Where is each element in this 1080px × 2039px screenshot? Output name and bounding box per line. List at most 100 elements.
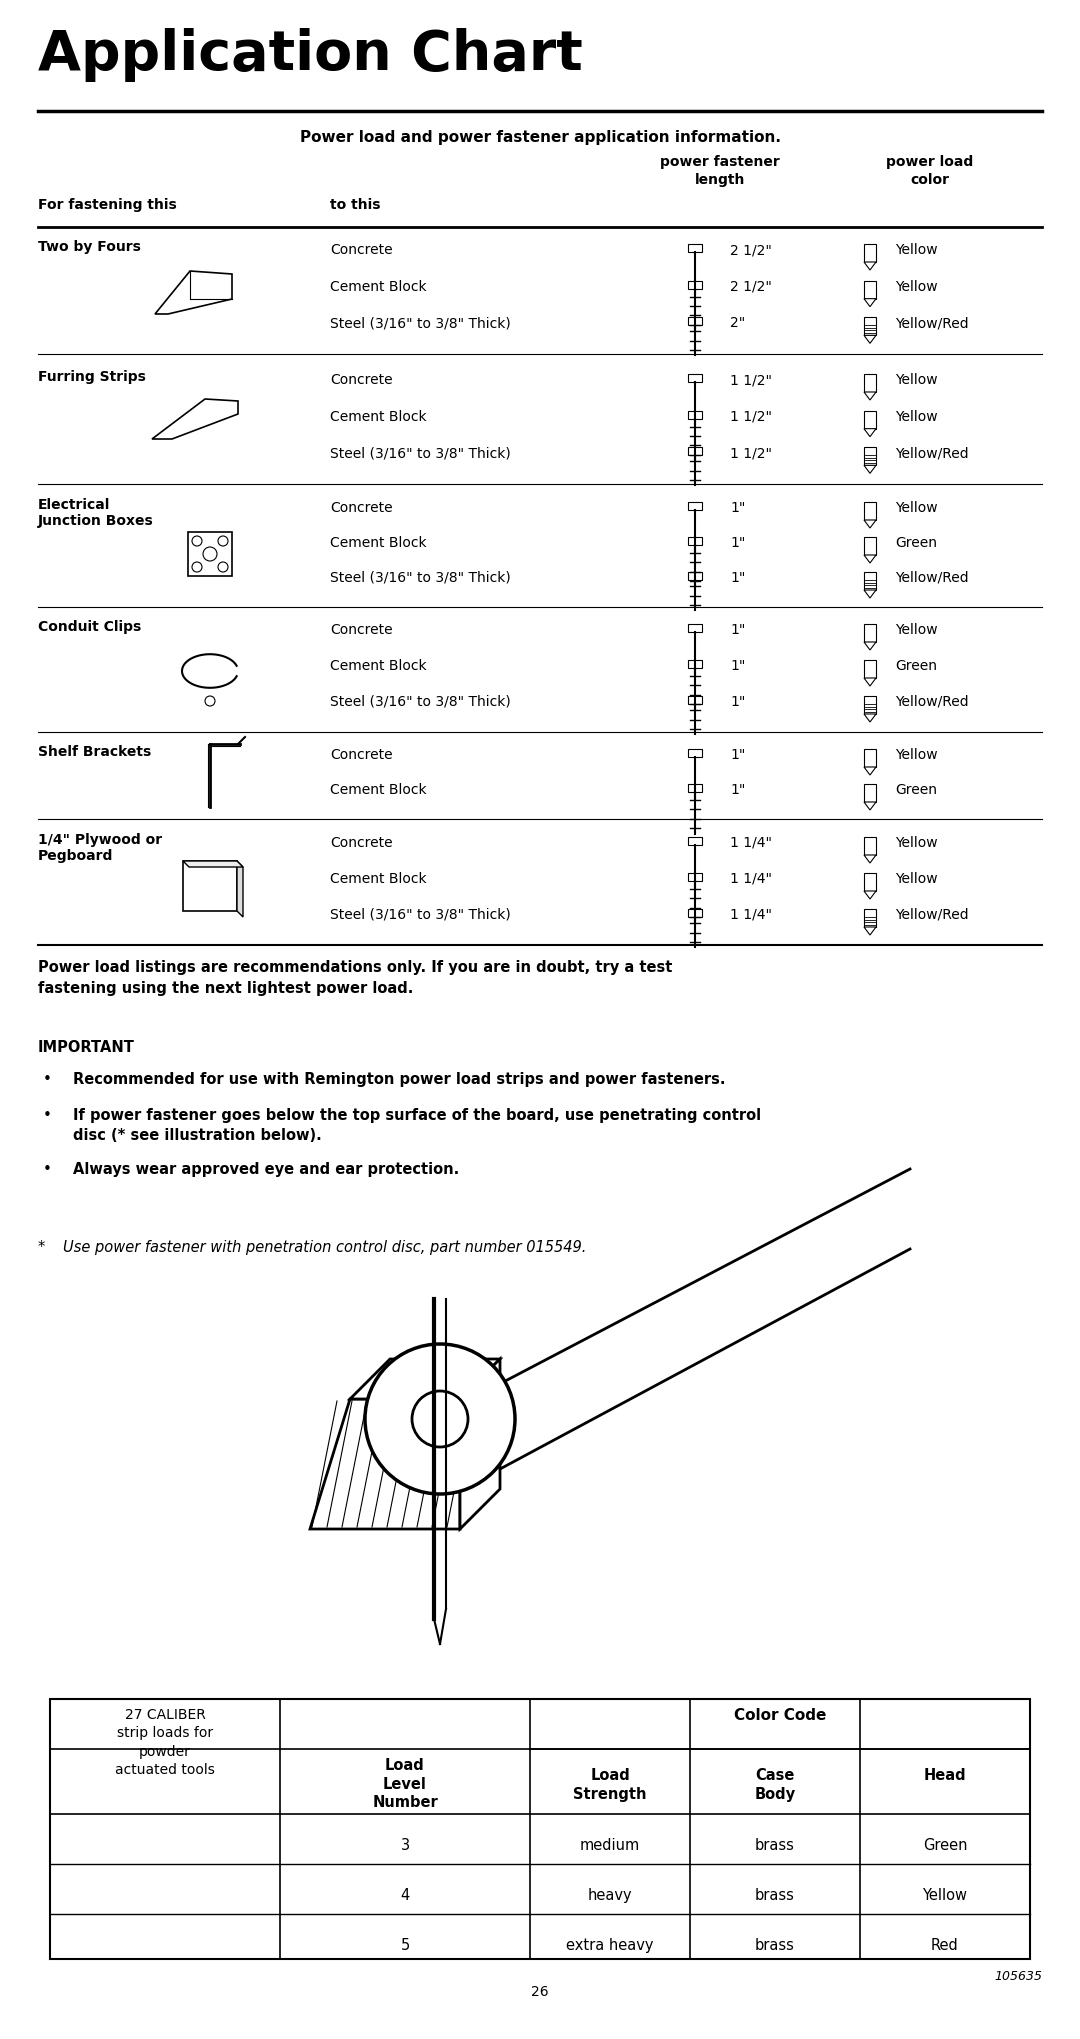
Text: Use power fastener with penetration control disc, part number 015549.: Use power fastener with penetration cont…	[63, 1240, 586, 1254]
Bar	[864, 624, 876, 642]
Text: Cement Block: Cement Block	[330, 410, 427, 424]
Bar	[864, 504, 876, 520]
Text: 1": 1"	[730, 536, 745, 551]
Polygon shape	[864, 300, 876, 308]
Polygon shape	[864, 591, 876, 599]
Text: 1 1/4": 1 1/4"	[730, 871, 772, 885]
Polygon shape	[864, 520, 876, 528]
Text: Two by Fours: Two by Fours	[38, 241, 140, 255]
Bar	[688, 909, 702, 918]
Text: Yellow: Yellow	[895, 502, 937, 514]
Text: Steel (3/16" to 3/8" Thick): Steel (3/16" to 3/8" Thick)	[330, 695, 511, 710]
Circle shape	[203, 548, 217, 561]
Bar	[688, 697, 702, 705]
Text: Concrete: Concrete	[330, 502, 393, 514]
Text: Always wear approved eye and ear protection.: Always wear approved eye and ear protect…	[73, 1162, 459, 1177]
Text: Cement Block: Cement Block	[330, 783, 427, 797]
Circle shape	[411, 1391, 468, 1448]
Text: Yellow: Yellow	[895, 243, 937, 257]
Polygon shape	[864, 642, 876, 650]
Polygon shape	[864, 679, 876, 687]
Bar	[688, 785, 702, 793]
Text: 1": 1"	[730, 571, 745, 585]
Text: Steel (3/16" to 3/8" Thick): Steel (3/16" to 3/8" Thick)	[330, 447, 511, 461]
Circle shape	[192, 563, 202, 573]
Text: power fastener
length: power fastener length	[660, 155, 780, 188]
Text: Steel (3/16" to 3/8" Thick): Steel (3/16" to 3/8" Thick)	[330, 316, 511, 330]
Text: Concrete: Concrete	[330, 373, 393, 387]
Bar	[688, 318, 702, 326]
Text: Yellow/Red: Yellow/Red	[895, 695, 969, 710]
Text: to this: to this	[330, 198, 380, 212]
Text: Yellow: Yellow	[895, 871, 937, 885]
Bar	[864, 873, 876, 891]
Text: •: •	[43, 1107, 52, 1121]
Text: medium: medium	[580, 1837, 640, 1851]
Text: Load
Strength: Load Strength	[573, 1768, 647, 1800]
Bar	[688, 873, 702, 881]
Polygon shape	[864, 856, 876, 865]
Bar	[864, 318, 876, 336]
Text: 26: 26	[531, 1984, 549, 1998]
Bar	[50, 1698, 1030, 1959]
Text: Yellow/Red: Yellow/Red	[895, 447, 969, 461]
Polygon shape	[864, 714, 876, 722]
Circle shape	[218, 536, 228, 546]
Text: 1": 1"	[730, 502, 745, 514]
Text: Recommended for use with Remington power load strips and power fasteners.: Recommended for use with Remington power…	[73, 1070, 726, 1087]
Text: Yellow/Red: Yellow/Red	[895, 316, 969, 330]
Text: *: *	[38, 1240, 45, 1254]
Circle shape	[218, 563, 228, 573]
Circle shape	[192, 536, 202, 546]
Bar	[688, 538, 702, 546]
Text: Cement Block: Cement Block	[330, 659, 427, 673]
Bar	[864, 573, 876, 591]
Text: If power fastener goes below the top surface of the board, use penetrating contr: If power fastener goes below the top sur…	[73, 1107, 761, 1142]
Text: heavy: heavy	[588, 1886, 632, 1902]
Text: For fastening this: For fastening this	[38, 198, 177, 212]
Text: Yellow: Yellow	[895, 622, 937, 636]
Text: 1": 1"	[730, 748, 745, 763]
Bar	[688, 624, 702, 632]
Text: 4: 4	[401, 1886, 409, 1902]
Bar	[688, 281, 702, 290]
Text: 105635: 105635	[994, 1970, 1042, 1982]
Text: IMPORTANT: IMPORTANT	[38, 1040, 135, 1054]
Text: Steel (3/16" to 3/8" Thick): Steel (3/16" to 3/8" Thick)	[330, 571, 511, 585]
Bar	[864, 245, 876, 263]
Text: Green: Green	[895, 659, 937, 673]
Bar	[864, 449, 876, 467]
Polygon shape	[237, 862, 243, 918]
Polygon shape	[350, 1360, 500, 1399]
Polygon shape	[864, 467, 876, 475]
Text: 1 1/2": 1 1/2"	[730, 373, 772, 387]
Text: 2 1/2": 2 1/2"	[730, 243, 772, 257]
Polygon shape	[156, 271, 232, 314]
Bar	[864, 661, 876, 679]
Text: Yellow: Yellow	[895, 373, 937, 387]
Bar	[864, 538, 876, 557]
Text: Yellow: Yellow	[895, 748, 937, 763]
Text: Green: Green	[895, 783, 937, 797]
Text: 27 CALIBER
strip loads for
powder
actuated tools: 27 CALIBER strip loads for powder actuat…	[116, 1707, 215, 1776]
Bar	[688, 412, 702, 420]
Bar	[188, 532, 232, 577]
Bar	[688, 838, 702, 846]
Bar	[864, 281, 876, 300]
Text: Case
Body: Case Body	[755, 1768, 796, 1800]
Text: Electrical
Junction Boxes: Electrical Junction Boxes	[38, 498, 153, 528]
Bar	[688, 245, 702, 253]
Text: 2 1/2": 2 1/2"	[730, 279, 772, 294]
Polygon shape	[460, 1360, 500, 1529]
Text: Conduit Clips: Conduit Clips	[38, 620, 141, 634]
Text: •: •	[43, 1070, 52, 1087]
Text: 2": 2"	[730, 316, 745, 330]
Text: Cement Block: Cement Block	[330, 871, 427, 885]
Text: Head: Head	[923, 1768, 967, 1782]
Polygon shape	[864, 394, 876, 402]
Bar	[864, 785, 876, 803]
Text: 1 1/2": 1 1/2"	[730, 447, 772, 461]
Polygon shape	[310, 1399, 460, 1529]
Bar	[864, 909, 876, 928]
Text: 1": 1"	[730, 695, 745, 710]
